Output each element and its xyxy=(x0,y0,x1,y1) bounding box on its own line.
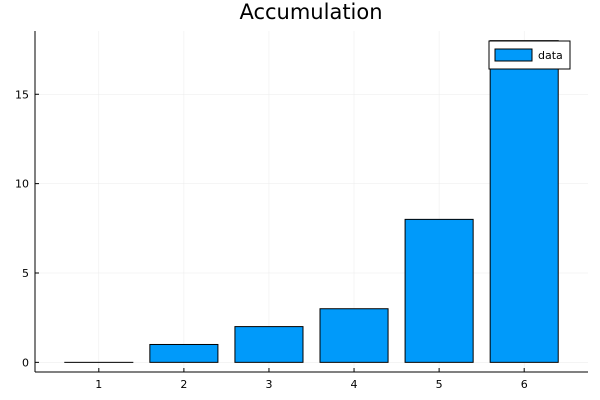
bar xyxy=(404,218,474,363)
y-tick-label: 0 xyxy=(22,356,29,369)
legend-swatch xyxy=(494,48,533,62)
y-tick-label: 15 xyxy=(15,88,29,101)
x-tick-label: 1 xyxy=(95,378,102,391)
axes xyxy=(34,31,588,373)
y-tick-label: 5 xyxy=(22,267,29,280)
bar xyxy=(319,308,389,363)
bar xyxy=(489,40,559,363)
x-tick-label: 2 xyxy=(180,378,187,391)
x-tick-label: 6 xyxy=(521,378,528,391)
legend-label: data xyxy=(538,49,563,62)
chart-title: Accumulation xyxy=(239,0,382,24)
bar xyxy=(234,326,304,363)
bars xyxy=(64,40,559,363)
y-axis-ticks: 0 5 10 15 xyxy=(15,88,39,369)
bar xyxy=(149,343,219,363)
x-tick-label: 3 xyxy=(265,378,272,391)
x-tick-label: 5 xyxy=(436,378,443,391)
legend: data xyxy=(488,40,571,70)
x-tick-label: 4 xyxy=(351,378,358,391)
y-tick-label: 10 xyxy=(15,178,29,191)
x-axis-ticks: 1 2 3 4 5 6 xyxy=(95,368,528,391)
